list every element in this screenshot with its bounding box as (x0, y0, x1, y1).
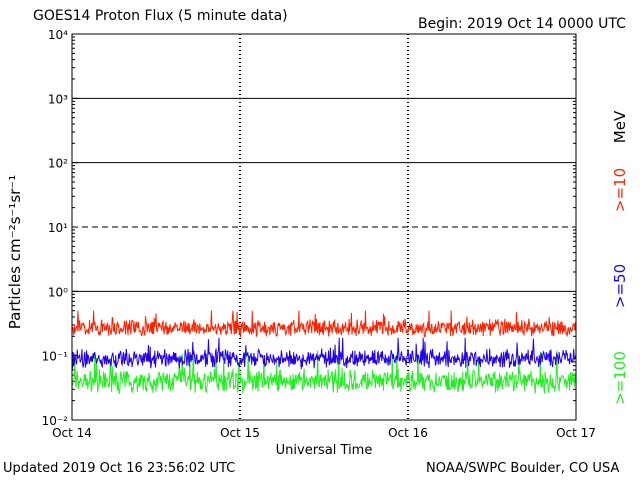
y-tick-label: 10⁴ (48, 28, 68, 42)
x-axis-title: Universal Time (276, 443, 373, 458)
y-tick-label: 10³ (48, 92, 68, 106)
x-tick-label: Oct 14 (52, 426, 92, 440)
series-layer (71, 310, 577, 394)
y-tick-label: 10⁻¹ (42, 350, 69, 364)
y-axis-title: Particles cm⁻²s⁻¹sr⁻¹ (6, 175, 24, 329)
x-tick-label: Oct 17 (556, 426, 596, 440)
series-line (71, 310, 577, 338)
y-tick-labels: 10⁻² 10⁻¹ 10⁰ 10¹ 10² 10³ 10⁴ (42, 28, 78, 428)
legend-entry: >=100 (611, 351, 629, 405)
data-source: NOAA/SWPC Boulder, CO USA (426, 461, 620, 476)
y-tick-label: 10² (48, 157, 68, 171)
legend-entry: >=10 (611, 168, 629, 212)
legend-unit: MeV (611, 110, 629, 143)
chart-title: GOES14 Proton Flux (5 minute data) (33, 8, 288, 24)
series-line (71, 350, 577, 394)
legend: MeV >=10 >=50 >=100 (611, 110, 629, 405)
y-tick-label: 10⁰ (48, 285, 68, 299)
y-tick-label: 10⁻² (42, 414, 69, 428)
y-tick-label: 10¹ (48, 221, 68, 235)
series-line (71, 337, 577, 370)
x-tick-label: Oct 16 (388, 426, 428, 440)
x-tick-labels: Oct 14 Oct 15 Oct 16 Oct 17 (52, 426, 596, 440)
legend-entry: >=50 (611, 264, 629, 308)
begin-time: Begin: 2019 Oct 14 0000 UTC (418, 16, 626, 32)
updated-time: Updated 2019 Oct 16 23:56:02 UTC (3, 461, 236, 476)
x-tick-label: Oct 15 (220, 426, 260, 440)
